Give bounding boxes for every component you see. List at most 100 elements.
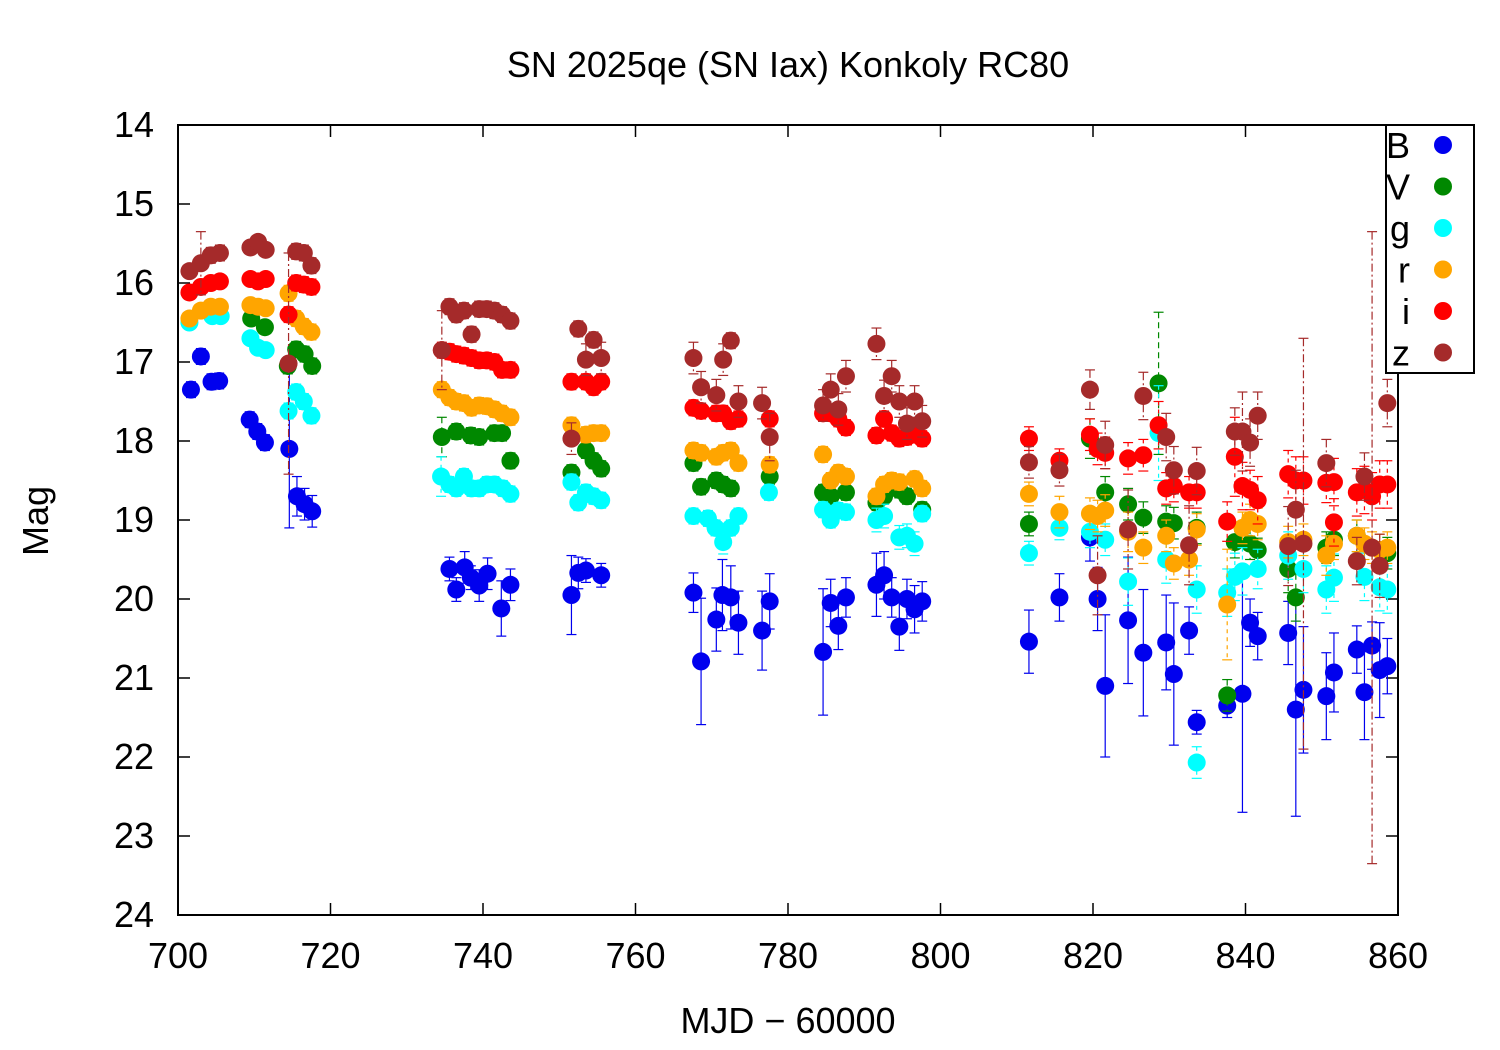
y-tick-label: 18 xyxy=(114,420,154,461)
data-point xyxy=(1180,621,1199,640)
data-point xyxy=(302,256,321,275)
data-point xyxy=(890,392,909,411)
data-point xyxy=(592,459,611,478)
legend-marker-V xyxy=(1434,177,1452,196)
data-point xyxy=(1248,491,1267,510)
data-point xyxy=(562,372,581,391)
data-point xyxy=(1225,447,1244,466)
data-point xyxy=(1119,611,1138,630)
y-tick-label: 20 xyxy=(114,578,154,619)
data-point xyxy=(1187,483,1206,502)
data-point xyxy=(576,350,595,369)
data-point xyxy=(279,354,298,373)
data-point xyxy=(1019,514,1038,533)
series-r xyxy=(180,284,1397,661)
data-point xyxy=(501,311,520,330)
data-point xyxy=(684,507,703,526)
data-point xyxy=(1317,454,1336,473)
y-tick-label: 24 xyxy=(114,894,154,935)
data-point xyxy=(592,424,611,443)
data-point xyxy=(501,408,520,427)
data-point xyxy=(913,479,932,498)
data-point xyxy=(829,400,848,419)
data-point xyxy=(1019,632,1038,651)
data-point xyxy=(302,406,321,425)
data-point xyxy=(303,356,322,375)
data-point xyxy=(1096,530,1115,549)
data-point xyxy=(1324,534,1343,553)
data-point xyxy=(814,445,833,464)
data-point xyxy=(814,642,833,661)
data-point xyxy=(440,559,459,578)
legend-label-z: z xyxy=(1392,333,1410,374)
data-point xyxy=(1370,556,1389,575)
series-i xyxy=(180,270,1397,547)
data-point xyxy=(1088,590,1107,608)
x-axis-label: MJD − 60000 xyxy=(680,1000,895,1041)
data-point xyxy=(1294,471,1313,490)
data-point xyxy=(256,240,275,259)
data-point xyxy=(714,533,733,552)
plot-frame xyxy=(177,124,1399,916)
data-point xyxy=(569,319,588,338)
data-point xyxy=(692,378,711,397)
data-point xyxy=(1324,513,1343,532)
legend-label-B: B xyxy=(1386,125,1410,166)
data-point xyxy=(255,433,274,452)
data-point xyxy=(470,428,489,447)
data-point xyxy=(707,386,726,405)
data-point xyxy=(1050,461,1069,480)
data-point xyxy=(729,507,748,526)
data-point xyxy=(1187,753,1206,772)
data-point xyxy=(897,487,916,506)
legend-marker-g xyxy=(1434,219,1452,237)
data-point xyxy=(821,593,840,612)
data-point xyxy=(432,341,451,360)
data-point xyxy=(1355,567,1374,586)
data-point xyxy=(1019,429,1038,448)
data-point xyxy=(729,392,748,411)
y-axis-ticks: 14 15 16 17 18 19 20 21 22 23 24 xyxy=(114,104,1398,935)
data-point xyxy=(210,297,229,316)
data-point xyxy=(1233,562,1252,581)
x-tick-label: 760 xyxy=(605,935,665,976)
data-point xyxy=(302,277,321,296)
data-point xyxy=(1324,663,1343,682)
data-point xyxy=(875,507,894,526)
data-point xyxy=(1096,483,1115,502)
data-point xyxy=(592,491,611,510)
data-point xyxy=(1279,537,1298,556)
data-point xyxy=(836,418,855,437)
legend-label-r: r xyxy=(1398,250,1410,291)
data-point xyxy=(836,503,855,522)
data-point xyxy=(191,347,210,366)
data-point xyxy=(1019,484,1038,503)
y-axis-label: Mag xyxy=(15,486,56,556)
data-point xyxy=(1241,613,1260,632)
data-point xyxy=(821,487,840,506)
data-point xyxy=(454,301,473,320)
data-point xyxy=(279,305,298,324)
data-point xyxy=(1233,684,1252,703)
legend-marker-i xyxy=(1434,302,1452,320)
data-point xyxy=(1347,552,1366,571)
data-point xyxy=(562,473,581,492)
data-point xyxy=(1050,503,1069,522)
data-point xyxy=(1347,640,1366,659)
y-tick-label: 19 xyxy=(114,499,154,540)
data-point xyxy=(210,243,229,262)
data-point xyxy=(867,334,886,353)
y-tick-label: 14 xyxy=(114,104,154,145)
data-point xyxy=(1241,433,1260,452)
data-point xyxy=(1378,394,1397,413)
data-point xyxy=(1355,683,1374,702)
data-point xyxy=(1157,428,1176,447)
data-point xyxy=(1119,495,1138,514)
data-point xyxy=(706,518,725,537)
data-point xyxy=(492,599,511,618)
data-point xyxy=(760,455,779,474)
data-point xyxy=(729,613,748,632)
data-point xyxy=(1279,623,1298,642)
legend-marker-r xyxy=(1434,260,1452,279)
